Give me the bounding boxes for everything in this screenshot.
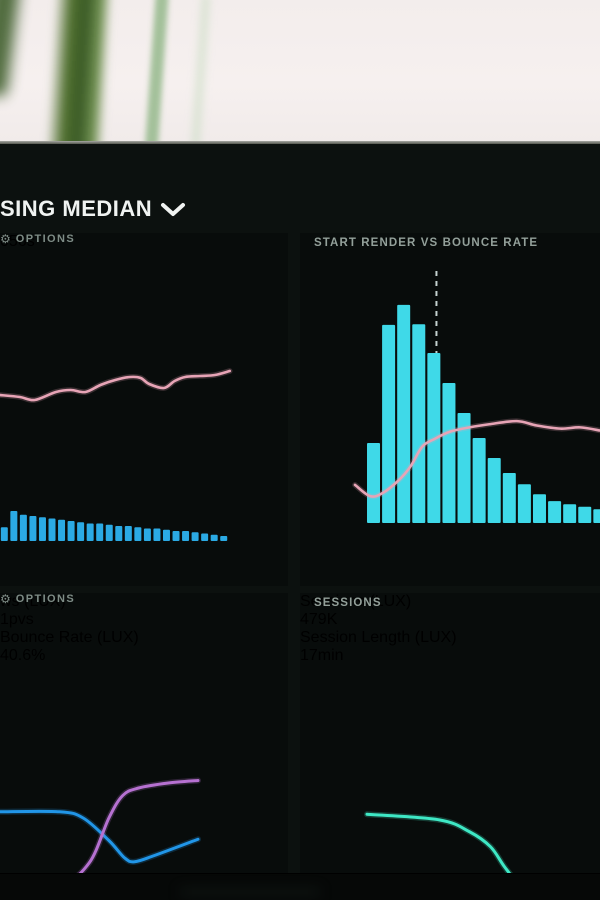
plant-leaf (190, 0, 211, 141)
plant-leaf (0, 0, 22, 98)
bounce-rate-stat: Bounce Rate (LUX) 40.6% (0, 629, 139, 664)
median-dropdown[interactable]: SING MEDIAN (0, 194, 186, 224)
median-start-render-stat-fragment: 056s (0, 233, 35, 250)
options-button[interactable]: ⚙ OPTIONS (0, 592, 76, 606)
pageviews-bounce-chart (0, 777, 201, 873)
panel-title: SESSIONS (314, 597, 382, 609)
page-title: SING MEDIAN (0, 196, 153, 221)
panel-header-band: START RENDER VS BOUNCE RATE (300, 233, 600, 258)
plant-leaf (44, 0, 114, 141)
monitor-top-edge (0, 141, 600, 144)
panel-title: START RENDER VS BOUNCE RATE (314, 237, 539, 249)
panel-start-render-vs-bounce-rate: START RENDER VS BOUNCE RATE Median Start… (300, 233, 600, 586)
options-button[interactable]: ⚙ OPTIONS (0, 232, 76, 246)
plant-leaf (144, 0, 169, 141)
sessions-chart (364, 811, 513, 873)
panel-header-band: ⚙ OPTIONS (0, 593, 288, 615)
gear-icon: ⚙ (0, 592, 11, 606)
panel-header-band: ⚙ OPTIONS (0, 233, 288, 258)
panel-start-render: ⚙ OPTIONS 056s 100 %80 %60 %40 %20 %0 % … (0, 233, 288, 824)
panel-header-band: SESSIONS (300, 593, 600, 615)
pageviews-stat: ws (LUX) 1pvs (0, 593, 66, 628)
dashboard-screen: SING MEDIAN ⚙ OPTIONS 056s 100 %80 %60 %… (0, 144, 600, 873)
session-length-stat: Session Length (LUX) 17min (300, 629, 457, 664)
gear-icon: ⚙ (0, 232, 11, 246)
chevron-down-icon (161, 203, 186, 216)
panel-sessions: SESSIONS Sessions (LUX) 479K Session Len… (300, 593, 600, 873)
panel-pageviews-bounce: ⚙ OPTIONS ws (LUX) 1pvs Bounce Rate (LUX… (0, 593, 288, 873)
sessions-stat: Sessions (LUX) 479K (300, 593, 412, 628)
wall-background (0, 0, 600, 141)
start-render-histogram (352, 271, 600, 523)
monitor-bottom-bezel (0, 873, 600, 900)
start-render-bounce-chart (0, 368, 233, 541)
